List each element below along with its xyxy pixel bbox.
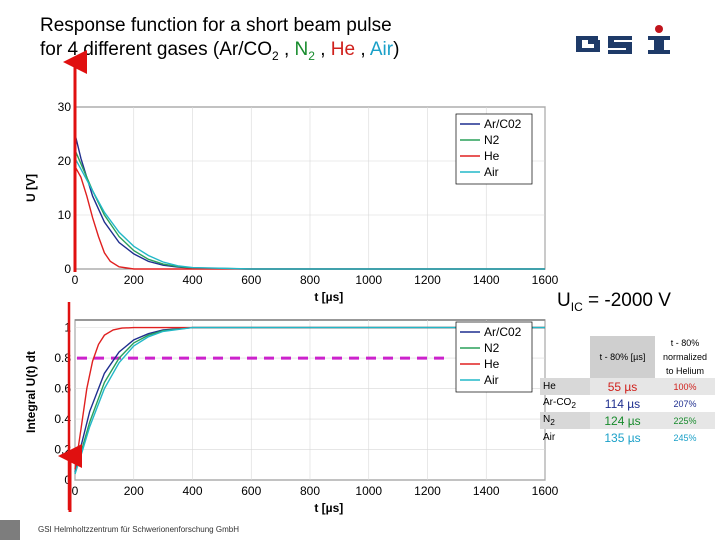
- norm-cell: 100%: [655, 378, 715, 395]
- x-tick-label: 200: [124, 484, 144, 498]
- series-line-he: [74, 326, 545, 470]
- x-tick-label: 400: [182, 273, 202, 287]
- table-row-n2: N2 124 µs 225%: [540, 412, 715, 429]
- t80-cell: 124 µs: [590, 412, 655, 429]
- x-axis-label: t [µs]: [314, 290, 343, 304]
- gsi-logo: [576, 25, 670, 54]
- x-tick-label: 1600: [532, 484, 559, 498]
- x-tick-label: 600: [241, 484, 261, 498]
- legend-label: He: [484, 149, 500, 163]
- t80-cell: 135 µs: [604, 430, 641, 445]
- norm-cell: 245%: [673, 432, 697, 443]
- y-axis-label: Integral U(t) dt: [24, 351, 38, 433]
- legend-label: N2: [484, 341, 500, 355]
- y-tick-label: 0.8: [54, 351, 71, 365]
- col-header-t80: t - 80% [µs]: [590, 336, 655, 378]
- results-table: t - 80% [µs] t - 80% normalized to Helium …: [540, 336, 715, 446]
- integral-chart: 0 200 400 600 800 1000 1200 1400 160000.20.40.60…: [24, 319, 559, 515]
- y-tick-label: 30: [58, 100, 72, 114]
- x-tick-label: 600: [241, 273, 261, 287]
- uic-voltage-label: UIC = -2000 V: [557, 290, 671, 314]
- legend-label: Air: [484, 373, 499, 387]
- x-tick-label: 200: [124, 273, 144, 287]
- footer-text: GSI Helmholtzzentrum für Schwerionenfors…: [38, 525, 239, 534]
- x-tick-label: 1400: [473, 484, 500, 498]
- y-tick-label: 10: [58, 208, 72, 222]
- series-line-air: [74, 326, 545, 475]
- footer: GSI Helmholtzzentrum für Schwerionenfors…: [0, 520, 300, 540]
- y-tick-label: 0.4: [54, 412, 71, 426]
- legend-label: Ar/C02: [484, 117, 522, 131]
- t80-cell: 114 µs: [604, 396, 641, 411]
- series-line-he: [74, 166, 545, 270]
- signal-chart: 0 200 400 600 800 1000 1200 1400 1600 0 10 20 30 t [µ…: [24, 100, 559, 304]
- gas-cell: Air: [543, 432, 556, 443]
- title-line-1: Response function for a short beam pulse: [40, 15, 392, 36]
- x-tick-label: 800: [300, 484, 320, 498]
- y-tick-label: 0: [64, 262, 71, 276]
- table-row-he: He 55 µs 100%: [540, 378, 715, 395]
- legend-label: He: [484, 357, 500, 371]
- table-row-air: Air 135 µs 245%: [540, 429, 715, 446]
- legend-label: Ar/C02: [484, 325, 522, 339]
- col-header-normalized: t - 80% normalized to Helium: [662, 338, 708, 376]
- y-tick-label: 20: [58, 154, 72, 168]
- y-tick-label: 0.6: [54, 382, 71, 396]
- x-axis-label: t [µs]: [314, 501, 343, 515]
- t80-cell: 55 µs: [590, 378, 655, 395]
- title-line-2: for 4 different gases (Ar/CO2 , N2 , He …: [40, 39, 400, 63]
- x-tick-label: 1600: [532, 273, 559, 287]
- gas-cell: N2: [540, 412, 590, 429]
- x-tick-label: 1400: [473, 273, 500, 287]
- table-row-arco2: Ar-CO2 114 µs 207%: [540, 395, 715, 412]
- table-header-row: t - 80% [µs] t - 80% normalized to Helium: [540, 336, 715, 378]
- x-tick-label: 1000: [355, 484, 382, 498]
- norm-cell: 207%: [673, 398, 697, 409]
- x-tick-label: 0: [72, 484, 79, 498]
- x-tick-label: 800: [300, 273, 320, 287]
- legend-label: N2: [484, 133, 500, 147]
- x-tick-label: 400: [182, 484, 202, 498]
- footer-bar: [0, 520, 20, 540]
- gas-cell: Ar-CO2: [543, 397, 576, 410]
- legend-label: Air: [484, 165, 499, 179]
- series-line-air: [74, 157, 545, 270]
- slide-title: Response function for a short beam pulse…: [40, 14, 399, 68]
- x-tick-label: 1000: [355, 273, 382, 287]
- x-tick-label: 0: [72, 273, 79, 287]
- x-tick-label: 1200: [414, 273, 441, 287]
- gas-cell: He: [540, 378, 590, 395]
- x-tick-label: 1200: [414, 484, 441, 498]
- norm-cell: 225%: [655, 412, 715, 429]
- y-axis-label: U [V]: [24, 174, 38, 202]
